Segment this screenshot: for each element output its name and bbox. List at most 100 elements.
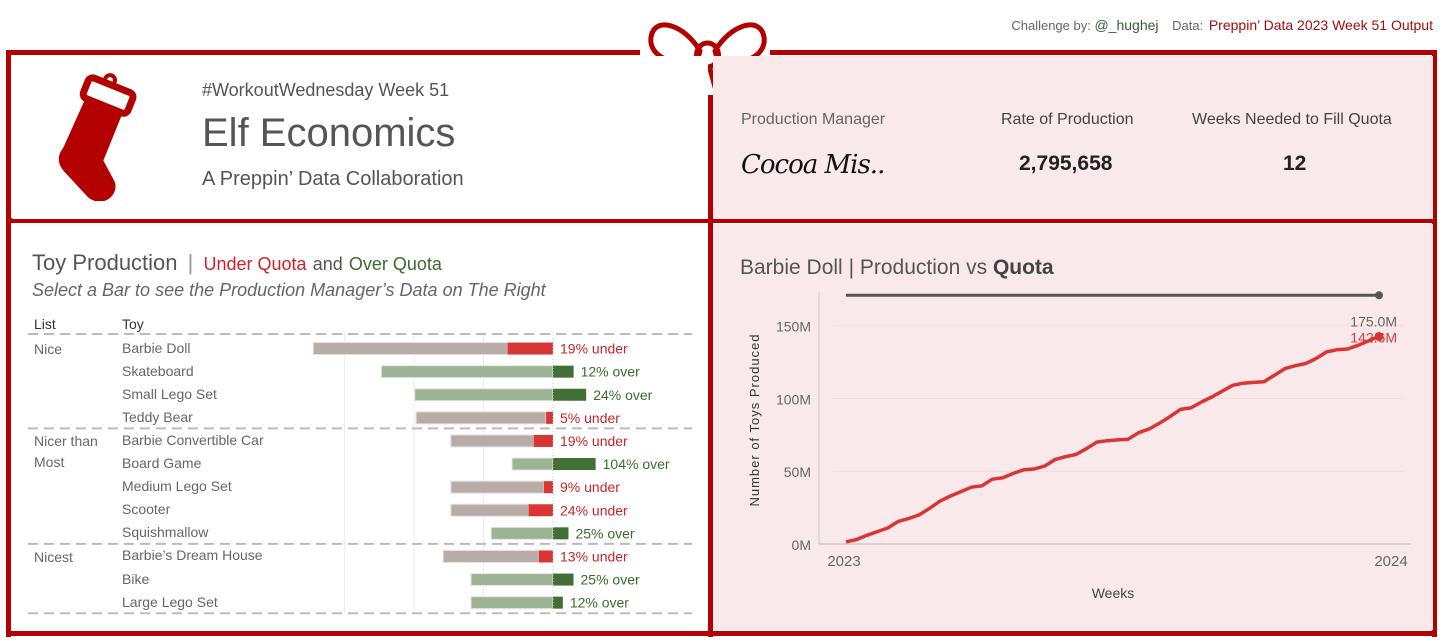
production-bar[interactable] [312, 342, 508, 356]
quota-bar[interactable] [380, 365, 554, 379]
list-group-label: Nicest [34, 548, 73, 565]
toy-bar[interactable] [415, 411, 553, 425]
quota-bar[interactable] [490, 526, 554, 540]
challenge-handle-link[interactable]: @_hughej [1094, 17, 1159, 33]
frame-middle-horizontal [6, 218, 1437, 223]
shortfall-bar[interactable] [546, 411, 553, 424]
production-line[interactable] [845, 334, 1380, 544]
toy-bar[interactable] [470, 596, 563, 610]
quota-bar[interactable] [470, 573, 554, 587]
toy-bar[interactable] [490, 526, 569, 540]
quota-bar[interactable] [414, 388, 554, 402]
credits: Challenge by: @_hughej Data: Preppin’ Da… [1011, 17, 1433, 33]
kpi-rate-value: 2,795,658 [1019, 152, 1113, 175]
toy-label[interactable]: Teddy Bear [122, 408, 193, 425]
kpi-rate-label: Rate of Production [1001, 111, 1134, 128]
line-chart-title: Barbie Doll | Production vs Quota [740, 256, 1054, 280]
excess-bar[interactable] [553, 573, 574, 586]
frame-right [1432, 50, 1437, 637]
legend-under-quota: Under Quota [203, 254, 307, 274]
toy-bar[interactable] [312, 342, 553, 356]
header-panel: #WorkoutWednesday Week 51 Elf Economics … [12, 56, 708, 219]
kpi-weeks-label: Weeks Needed to Fill Quota [1192, 111, 1392, 128]
shortfall-bar[interactable] [507, 342, 553, 355]
legend-and: and [312, 254, 343, 274]
toy-label[interactable]: Board Game [122, 455, 202, 472]
shortfall-bar[interactable] [528, 504, 553, 517]
toy-panel-title: Toy Production | Under Quota and Over Qu… [32, 250, 442, 276]
frame-bottom [6, 631, 1437, 636]
y-tick-label: 150M [776, 319, 811, 335]
x-tick-label: 2023 [827, 553, 860, 570]
production-end-point[interactable] [1374, 331, 1384, 341]
excess-bar[interactable] [553, 527, 569, 540]
toy-bar[interactable] [511, 457, 596, 471]
y-tick-label: 0M [792, 537, 811, 553]
bar-data-label: 19% under [560, 341, 628, 357]
excess-bar[interactable] [553, 388, 587, 401]
production-bar[interactable] [450, 503, 529, 517]
toy-label[interactable]: Barbie Doll [122, 339, 191, 356]
frame-left [6, 50, 11, 637]
bar-data-label: 12% over [581, 364, 640, 380]
toy-label[interactable]: Small Lego Set [122, 385, 217, 402]
line-title-rest: | Production vs [848, 256, 988, 279]
toy-title-sep: | [187, 250, 194, 275]
bar-data-label: 25% over [575, 525, 634, 541]
toy-label[interactable]: Scooter [122, 501, 171, 518]
bar-data-label: 5% under [560, 410, 620, 426]
y-tick-label: 50M [784, 464, 811, 480]
production-bar[interactable] [450, 480, 545, 494]
toy-bar[interactable] [450, 480, 553, 494]
toy-label[interactable]: Bike [122, 570, 150, 587]
shortfall-bar[interactable] [543, 481, 553, 494]
bar-data-label: 104% over [603, 456, 670, 472]
line-title-toy: Barbie Doll [740, 256, 843, 279]
quota-end-point[interactable] [1375, 291, 1383, 300]
line-title-bold: Quota [992, 256, 1054, 279]
excess-bar[interactable] [553, 458, 596, 471]
bar-data-label: 25% over [581, 572, 640, 588]
data-label: Data: [1172, 18, 1204, 33]
toy-bar[interactable] [450, 503, 553, 517]
toy-bar[interactable] [450, 434, 553, 448]
excess-bar[interactable] [553, 365, 574, 378]
production-bar[interactable] [415, 411, 547, 425]
bar-data-label: 24% over [593, 387, 652, 403]
toy-production-panel: Toy Production | Under Quota and Over Qu… [12, 224, 708, 630]
toy-label[interactable]: Medium Lego Set [122, 478, 232, 495]
toy-label[interactable]: Barbie Convertible Car [122, 431, 264, 448]
toy-label[interactable]: Barbie’s Dream House [122, 547, 263, 564]
list-group-label: Nicer than Most [34, 433, 98, 471]
legend-over-quota: Over Quota [348, 254, 442, 274]
toy-label[interactable]: Squishmallow [122, 524, 209, 541]
toy-label[interactable]: Skateboard [122, 362, 194, 379]
column-header-toy: Toy [122, 316, 144, 332]
bar-data-label: 13% under [560, 548, 628, 564]
shortfall-bar[interactable] [533, 434, 553, 447]
column-header-list: List [34, 316, 56, 332]
shortfall-bar[interactable] [538, 550, 553, 563]
data-source-link[interactable]: Preppin’ Data 2023 Week 51 Output [1208, 17, 1433, 33]
toy-bar[interactable] [380, 365, 574, 379]
production-vs-quota-panel: Barbie Doll | Production vs Quota 0M 50M 1… [713, 224, 1433, 630]
production-end-label: 142.6M [1350, 329, 1397, 345]
y-axis-title: Number of Toys Produced [747, 333, 762, 506]
production-bar[interactable] [442, 549, 540, 563]
toy-bar-chart: 19% under 12% over 24% over 5% under 19% und… [28, 332, 692, 615]
stocking-icon [58, 73, 137, 201]
quota-bar[interactable] [511, 457, 554, 471]
toy-bar[interactable] [442, 549, 553, 563]
toy-bar[interactable] [414, 388, 587, 402]
production-bar[interactable] [450, 434, 535, 448]
toy-bar[interactable] [470, 573, 574, 587]
frame-top-right [770, 50, 1437, 55]
production-line-chart: 0M 50M 100M 150M 2023 2024 Weeks Number of Toys… [747, 291, 1411, 601]
kpi-panel: Production Manager Cocoa Mis.. Rate of P… [713, 56, 1433, 219]
bar-data-label: 24% under [560, 502, 628, 518]
toy-panel-subtitle: Select a Bar to see the Production Manag… [32, 280, 546, 300]
toy-label[interactable]: Large Lego Set [122, 593, 218, 610]
page-title: Elf Economics [202, 111, 456, 155]
excess-bar[interactable] [553, 596, 563, 609]
quota-bar[interactable] [470, 596, 554, 610]
